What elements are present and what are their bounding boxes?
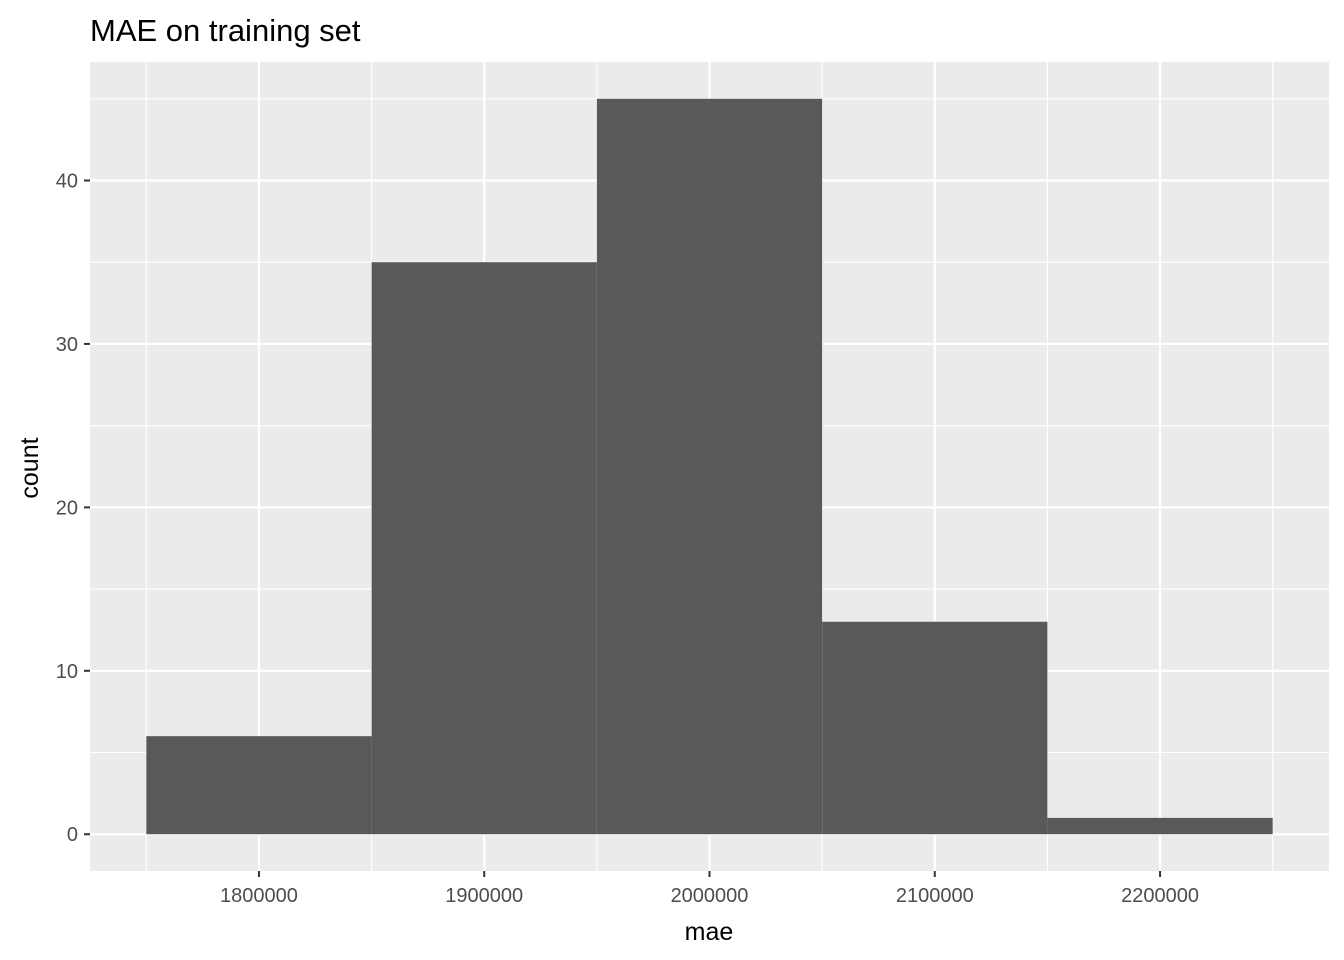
x-axis-title: mae xyxy=(685,918,734,946)
histogram-bar xyxy=(146,736,372,835)
histogram-bar xyxy=(822,621,1048,835)
x-tick-label: 2200000 xyxy=(1121,885,1199,907)
x-axis: 1800000 1900000 2000000 2100000 2200000 xyxy=(220,871,1199,907)
x-tick-label: 2000000 xyxy=(671,885,749,907)
x-tick-label: 1900000 xyxy=(445,885,523,907)
y-tick-label: 20 xyxy=(56,497,78,519)
histogram-bar xyxy=(596,98,823,835)
histogram-bar xyxy=(1047,817,1273,835)
histogram-bars xyxy=(146,98,1273,835)
y-axis-title: count xyxy=(16,437,44,498)
x-tick-label: 2100000 xyxy=(896,885,974,907)
y-axis: 0 10 20 30 40 xyxy=(56,170,90,846)
y-tick-label: 40 xyxy=(56,170,78,192)
histogram-bar xyxy=(371,262,597,835)
y-tick-label: 0 xyxy=(67,824,78,846)
y-tick-label: 10 xyxy=(56,661,78,683)
chart-title: MAE on training set xyxy=(90,13,361,48)
x-tick-label: 1800000 xyxy=(220,885,298,907)
y-tick-label: 30 xyxy=(56,334,78,356)
